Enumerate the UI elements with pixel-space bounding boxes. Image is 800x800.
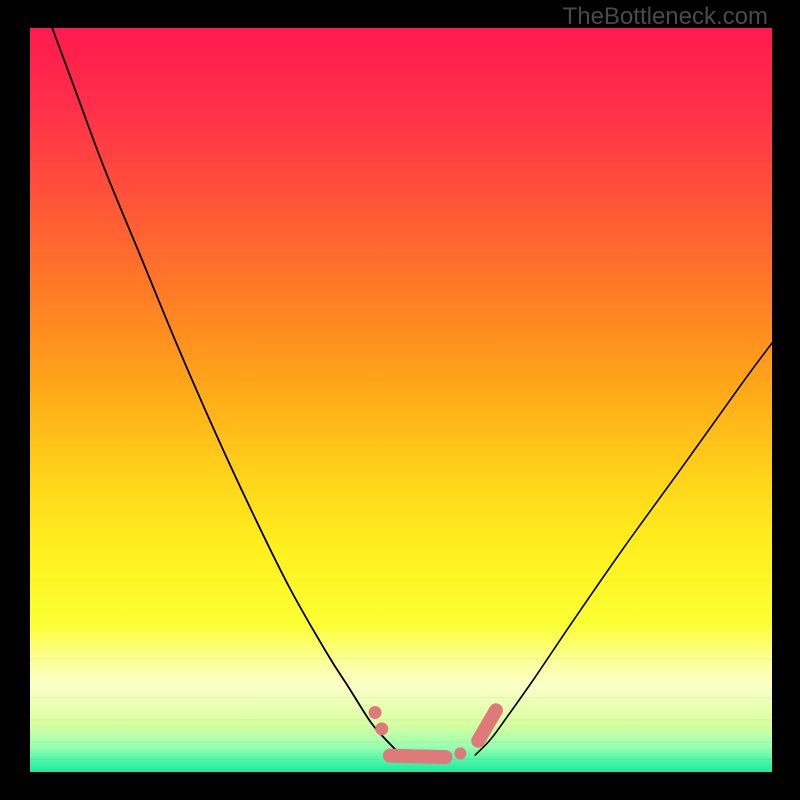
watermark-text: TheBottleneck.com — [563, 3, 768, 31]
plot-area — [30, 28, 772, 772]
chart-viewport: TheBottleneck.com — [0, 0, 800, 800]
gradient-background — [30, 28, 772, 772]
